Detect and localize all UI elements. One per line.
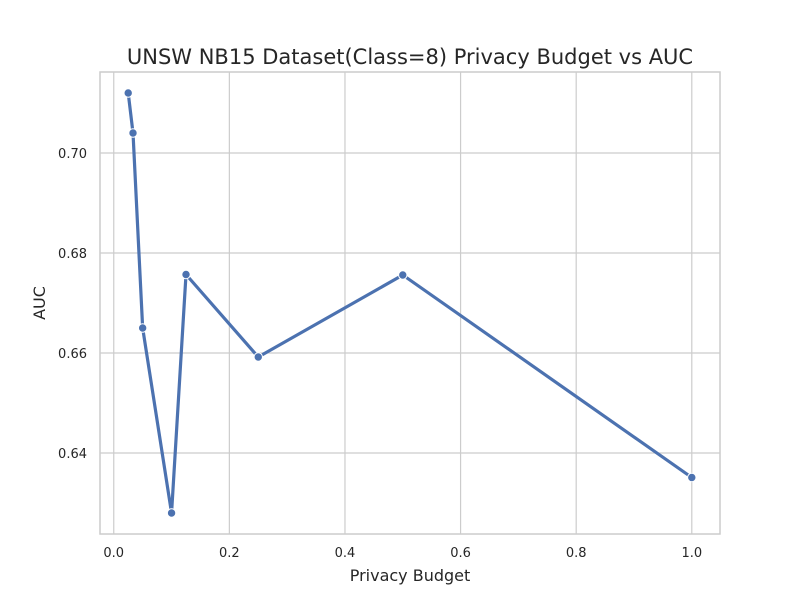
x-axis-label: Privacy Budget	[350, 566, 471, 585]
data-point	[181, 269, 191, 280]
x-tick-label: 0.8	[566, 546, 587, 561]
series-layer	[123, 88, 697, 518]
data-point	[137, 323, 148, 333]
y-tick-label: 0.64	[58, 447, 87, 462]
tick-layer: 0.0 0.2 0.4 0.6 0.8 1.0 0.64 0.66 0.68 0.70	[58, 147, 702, 561]
y-tick-label: 0.70	[58, 147, 87, 162]
y-tick-label: 0.66	[58, 347, 87, 362]
x-tick-label: 0.2	[219, 546, 240, 561]
x-tick-label: 1.0	[681, 546, 702, 561]
x-tick-label: 0.0	[103, 546, 124, 561]
x-tick-label: 0.6	[450, 546, 471, 561]
y-tick-label: 0.68	[58, 247, 87, 262]
plot-frame	[99, 71, 721, 535]
data-point	[166, 508, 177, 518]
data-point	[128, 128, 138, 138]
grid-layer	[100, 72, 720, 534]
data-point	[398, 270, 408, 280]
data-point	[253, 352, 263, 362]
data-point	[687, 472, 697, 483]
x-tick-label: 0.4	[335, 546, 356, 561]
series-line	[126, 91, 694, 515]
chart-title: UNSW NB15 Dataset(Class=8) Privacy Budge…	[127, 45, 693, 69]
data-point	[123, 88, 133, 98]
y-axis-label: AUC	[30, 286, 49, 320]
